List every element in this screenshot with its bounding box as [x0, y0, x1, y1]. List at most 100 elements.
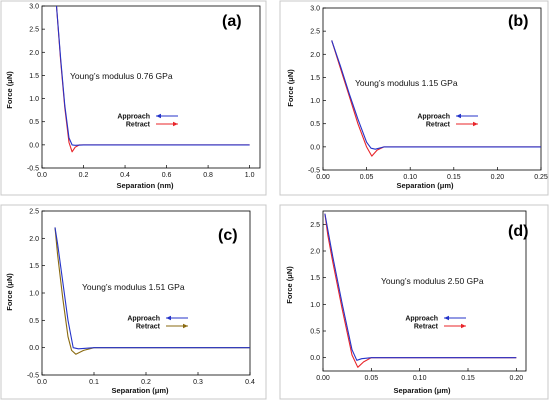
panel-d-ytick-label: 1.0 — [310, 302, 320, 309]
panel-d-axes-box — [322, 210, 527, 372]
panel-a-legend-approach-arrow-icon — [156, 113, 161, 119]
panel-d-ytick-label: 0.5 — [310, 329, 320, 336]
panel-b-ytick-label: 1.5 — [310, 75, 320, 82]
panel-d-series-approach — [324, 213, 517, 361]
panel-a-annotation: Young’s modulus 0.76 GPa — [70, 71, 173, 81]
panel-c-annotation: Young’s modulus 1.51 GPa — [82, 282, 185, 292]
panel-a-ytick-label: -0.5 — [27, 166, 39, 173]
panel-c-xlabel: Separation (μm) — [111, 386, 169, 395]
panel-b-ytick-label: 2.0 — [310, 52, 320, 59]
panel-c-xtick-label: 0.3 — [193, 379, 203, 386]
panel-d-letter: (d) — [508, 223, 528, 240]
panel-a-plot: 0.0 0.2 0.4 0.6 0.8 1.0-0.50.00.51.01.52.02.5… — [27, 4, 261, 179]
panel-b-annotation: Young’s modulus 1.15 GPa — [355, 78, 458, 88]
panel-c-ytick-label: 2.5 — [29, 209, 39, 216]
panel-a-ytick-label: 0.5 — [29, 119, 39, 126]
panel-d-legend-retract-label: Retract — [414, 324, 439, 331]
panel-a-frame — [0, 0, 267, 196]
panel-d-xtick-label: 0.00 — [316, 375, 330, 382]
panel-b-xlabel: Separation (μm) — [396, 181, 454, 190]
panel-b-xtick-label: 0.15 — [447, 174, 461, 181]
panel-d-xtick-label: 0.05 — [365, 375, 379, 382]
panel-b-ytick-label: -0.5 — [308, 168, 320, 175]
panel-b-plot: 0.00 0.05 0.10 0.15 0.20 0.25 -0.5 0.0 0.5 1.0 1.5… — [308, 6, 548, 182]
panel-b-xtick-label: 0.00 — [316, 174, 330, 181]
panel-a-legend-approach-label: Approach — [117, 114, 150, 121]
panel-b-legend-retract-arrow-icon — [473, 121, 478, 127]
panel-c-legend-retract-label: Retract — [136, 324, 161, 331]
panel-c-xtick-label: 0.4 — [245, 379, 255, 386]
panel-c-ytick-label: -0.5 — [27, 373, 39, 380]
panel-b-letter: (b) — [508, 13, 528, 30]
panel-d-ytick-label: 1.5 — [310, 275, 320, 282]
panel-c-letter: (c) — [218, 227, 238, 244]
panel-b-xtick-label: 0.25 — [534, 174, 548, 181]
panel-b-ytick-label: 3.0 — [310, 6, 320, 13]
panel-c-legend-retract-arrow-icon — [183, 323, 188, 329]
panel-a-xtick-label: 1.0 — [245, 172, 255, 179]
panel-c-plot: 0.0 0.1 0.2 0.3 0.4-0.50.00.51.01.52.02.5App… — [27, 209, 255, 387]
panel-c-frame — [0, 204, 267, 400]
panel-c-ytick-label: 2.0 — [29, 236, 39, 243]
panel-b-xtick-label: 0.10 — [403, 174, 417, 181]
panel-c-series-approach — [54, 227, 250, 350]
panel-c-ylabel: Force (μN) — [5, 273, 14, 311]
panel-b-frame — [279, 0, 549, 196]
panel-d-frame — [279, 204, 549, 400]
panel-a-ytick-label: 2.0 — [29, 50, 39, 57]
panel-d-legend-approach-label: Approach — [405, 316, 438, 323]
panel-a-ytick-label: 1.0 — [29, 96, 39, 103]
panel-d-series-retract — [324, 213, 517, 368]
plot-layer: 0.0 0.2 0.4 0.6 0.8 1.0-0.50.00.51.01.52.02.5… — [27, 4, 548, 387]
panel-c-legend-approach-arrow-icon — [166, 315, 171, 321]
panel-b: (b) Young’s modulus 1.15 GPa Separation … — [279, 0, 549, 196]
panel-a-letter: (a) — [222, 13, 242, 30]
panel-c: (c) Young’s modulus 1.51 GPa Separation … — [0, 204, 267, 400]
panel-a-xtick-label: 0.2 — [79, 172, 89, 179]
panel-d-xtick-label: 0.20 — [510, 375, 524, 382]
panel-b-ytick-label: 0.0 — [310, 144, 320, 151]
panel-a-xtick-label: 0.0 — [37, 172, 47, 179]
panel-c-ytick-label: 0.5 — [29, 318, 39, 325]
panel-a-ytick-label: 3.0 — [29, 4, 39, 11]
panel-a-legend-retract-label: Retract — [126, 122, 151, 129]
panel-b-legend-retract-label: Retract — [426, 122, 451, 129]
panel-a-xtick-label: 0.6 — [162, 172, 172, 179]
panel-a-xtick-label: 0.4 — [120, 172, 130, 179]
panel-b-series-retract — [331, 40, 541, 157]
panel-b-legend-approach-arrow-icon — [456, 113, 461, 119]
panel-d-xtick-label: 0.10 — [413, 375, 427, 382]
panel-c-legend-approach-label: Approach — [127, 316, 160, 323]
panel-d-plot: 0.00 0.05 0.10 0.15 0.20 0.0 0.5 1.0 1.5 2.0 2.5 Ap… — [310, 210, 527, 382]
panel-c-xtick-label: 0.2 — [141, 379, 151, 386]
panel-c-xtick-label: 0.1 — [89, 379, 99, 386]
panel-c-ytick-label: 1.0 — [29, 291, 39, 298]
panel-a-ytick-label: 2.5 — [29, 27, 39, 34]
panel-a: (a) Young’s modulus 0.76 GPa Separation … — [0, 0, 267, 196]
panel-a-ytick-label: 0.0 — [29, 142, 39, 149]
panel-a-axes-box — [41, 5, 261, 169]
panel-c-xtick-label: 0.0 — [37, 379, 47, 386]
panel-a-series-approach — [55, 6, 250, 146]
panel-d-ytick-label: 0.0 — [310, 355, 320, 362]
panel-b-ytick-label: 2.5 — [310, 29, 320, 36]
panel-b-legend-approach-label: Approach — [417, 114, 450, 121]
panel-c-ytick-label: 1.5 — [29, 263, 39, 270]
panel-c-ytick-label: 0.0 — [29, 345, 39, 352]
panel-d-ytick-label: 2.0 — [310, 249, 320, 256]
panel-b-ytick-label: 1.0 — [310, 98, 320, 105]
panel-a-xtick-label: 0.8 — [203, 172, 213, 179]
panel-b-axes-box — [322, 7, 542, 171]
panel-d-annotation: Young’s modulus 2.50 GPa — [381, 276, 484, 286]
panel-a-xlabel: Separation (nm) — [116, 181, 174, 190]
panel-d-ytick-label: 2.5 — [310, 222, 320, 229]
panel-d-legend-approach-arrow-icon — [444, 315, 449, 321]
panel-b-series-approach — [331, 40, 541, 150]
panel-b-xtick-label: 0.20 — [491, 174, 505, 181]
panel-d-xtick-label: 0.15 — [461, 375, 475, 382]
panel-b-ylabel: Force (μN) — [286, 69, 295, 107]
panel-d-xlabel: Separation (μm) — [393, 386, 451, 395]
panel-d: (d) Young’s modulus 2.50 GPa Separation … — [279, 204, 549, 400]
panel-b-ytick-label: 0.5 — [310, 121, 320, 128]
